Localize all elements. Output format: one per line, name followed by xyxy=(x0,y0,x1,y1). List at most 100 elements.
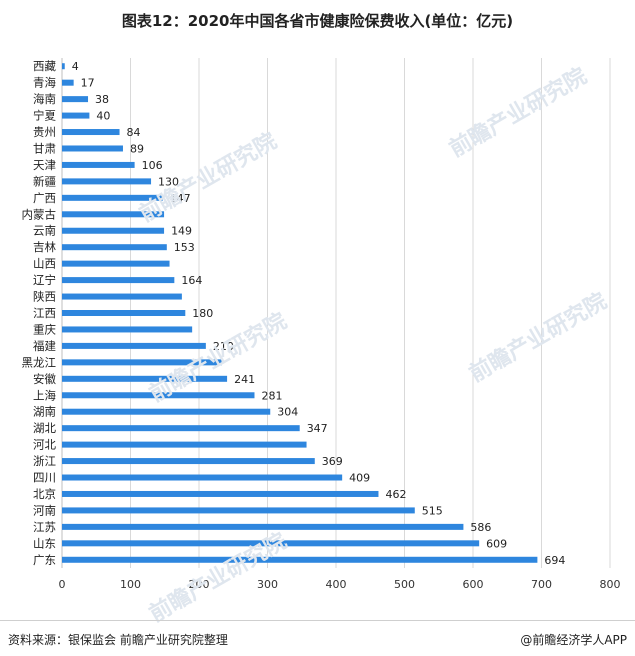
data-label: 462 xyxy=(385,488,406,501)
bar-重庆 xyxy=(62,326,193,333)
data-label: 241 xyxy=(234,373,255,386)
data-label: 281 xyxy=(261,389,282,402)
y-category-label: 江苏 xyxy=(33,520,56,534)
data-label: 40 xyxy=(96,110,110,123)
x-tick-label-300: 300 xyxy=(257,578,278,591)
bar-西藏 xyxy=(62,63,65,70)
bar-北京 xyxy=(62,490,379,497)
source-note: 资料来源：银保监会 前瞻产业研究院整理 xyxy=(8,633,228,647)
y-category-label: 内蒙古 xyxy=(22,207,57,221)
data-label: 369 xyxy=(322,455,343,468)
y-category-label: 青海 xyxy=(33,76,56,90)
data-label: 106 xyxy=(142,159,163,172)
bar-内蒙古 xyxy=(62,211,165,218)
bar-贵州 xyxy=(62,129,120,136)
bar-海南 xyxy=(62,96,89,103)
data-label: 147 xyxy=(170,192,191,205)
y-category-label: 云南 xyxy=(33,224,56,238)
data-label: 149 xyxy=(171,225,192,238)
data-label: 609 xyxy=(486,537,507,550)
y-category-label: 上海 xyxy=(33,388,56,402)
bar-浙江 xyxy=(62,458,315,465)
data-label: 130 xyxy=(158,175,179,188)
x-tick-label-600: 600 xyxy=(463,578,484,591)
y-category-label: 陕西 xyxy=(33,290,56,304)
y-category-label: 江西 xyxy=(33,306,56,320)
bar-广西 xyxy=(62,194,163,201)
bar-陕西 xyxy=(62,293,182,300)
bar-湖北 xyxy=(62,425,300,432)
footer: 资料来源：银保监会 前瞻产业研究院整理 @前瞻经济学人APP xyxy=(0,620,635,656)
chart-title: 图表12：2020年中国各省市健康险保费收入(单位：亿元) xyxy=(121,12,514,30)
x-tick-label-800: 800 xyxy=(600,578,621,591)
data-label: 17 xyxy=(81,77,95,90)
credit-note: @前瞻经济学人APP xyxy=(520,633,627,647)
bar-黑龙江 xyxy=(62,359,222,366)
y-category-label: 宁夏 xyxy=(33,109,56,123)
bar-宁夏 xyxy=(62,112,90,119)
bar-四川 xyxy=(62,474,343,481)
data-label: 586 xyxy=(470,521,491,534)
bar-chart: 0 100 200 300 400 500 600 700 800 西藏 4 青海 17 海南 38 宁夏 40… xyxy=(22,58,621,591)
y-category-label: 新疆 xyxy=(33,174,56,188)
bar-上海 xyxy=(62,392,255,399)
data-label: 89 xyxy=(130,142,144,155)
data-label: 153 xyxy=(174,241,195,254)
y-category-label: 天津 xyxy=(33,158,56,172)
y-category-label: 甘肃 xyxy=(33,141,56,155)
bar-云南 xyxy=(62,227,165,234)
data-label: 180 xyxy=(192,307,213,320)
y-category-label: 辽宁 xyxy=(33,273,56,287)
data-label: 210 xyxy=(213,340,234,353)
bar-天津 xyxy=(62,161,135,168)
y-category-label: 广西 xyxy=(33,191,56,205)
y-category-label: 浙江 xyxy=(33,454,56,468)
bar-广东 xyxy=(62,556,538,563)
y-category-label: 湖南 xyxy=(33,405,56,419)
x-tick-label-700: 700 xyxy=(531,578,552,591)
bar-山东 xyxy=(62,540,480,547)
y-category-label: 四川 xyxy=(33,471,56,485)
data-label: 164 xyxy=(181,274,202,287)
y-category-label: 福建 xyxy=(33,339,56,353)
bar-河南 xyxy=(62,507,415,514)
bar-山西 xyxy=(62,260,170,267)
bar-江苏 xyxy=(62,523,464,530)
y-category-label: 海南 xyxy=(33,92,56,106)
y-category-label: 山东 xyxy=(33,536,56,550)
bar-辽宁 xyxy=(62,277,175,284)
y-category-label: 北京 xyxy=(33,487,56,501)
data-label: 38 xyxy=(95,93,109,106)
y-category-label: 河南 xyxy=(33,503,56,517)
data-label: 84 xyxy=(127,126,141,139)
data-label: 515 xyxy=(422,504,443,517)
y-category-label: 贵州 xyxy=(33,125,56,139)
bar-安徽 xyxy=(62,375,228,382)
bar-福建 xyxy=(62,342,206,349)
y-category-label: 河北 xyxy=(33,438,56,452)
data-label: 347 xyxy=(307,422,328,435)
y-category-label: 湖北 xyxy=(33,421,56,435)
x-tick-label-500: 500 xyxy=(394,578,415,591)
y-category-label: 黑龙江 xyxy=(22,355,57,369)
x-tick-label-100: 100 xyxy=(120,578,141,591)
x-tick-label-200: 200 xyxy=(189,578,210,591)
data-label: 4 xyxy=(72,60,79,73)
y-category-label: 广东 xyxy=(33,553,56,567)
bar-新疆 xyxy=(62,178,152,185)
bar-江西 xyxy=(62,310,186,316)
bar-青海 xyxy=(62,79,74,86)
data-label: 694 xyxy=(544,554,565,567)
bar-吉林 xyxy=(62,244,167,251)
y-category-label: 山西 xyxy=(33,257,56,271)
y-category-label: 吉林 xyxy=(33,240,56,254)
bar-甘肃 xyxy=(62,145,123,152)
bar-河北 xyxy=(62,441,307,448)
y-category-label: 西藏 xyxy=(33,59,56,73)
bar-湖南 xyxy=(62,408,271,415)
data-label: 304 xyxy=(277,406,298,419)
x-tick-label-400: 400 xyxy=(326,578,347,591)
y-category-label: 安徽 xyxy=(33,372,56,386)
x-tick-label-0: 0 xyxy=(59,578,66,591)
y-category-label: 重庆 xyxy=(33,322,56,336)
